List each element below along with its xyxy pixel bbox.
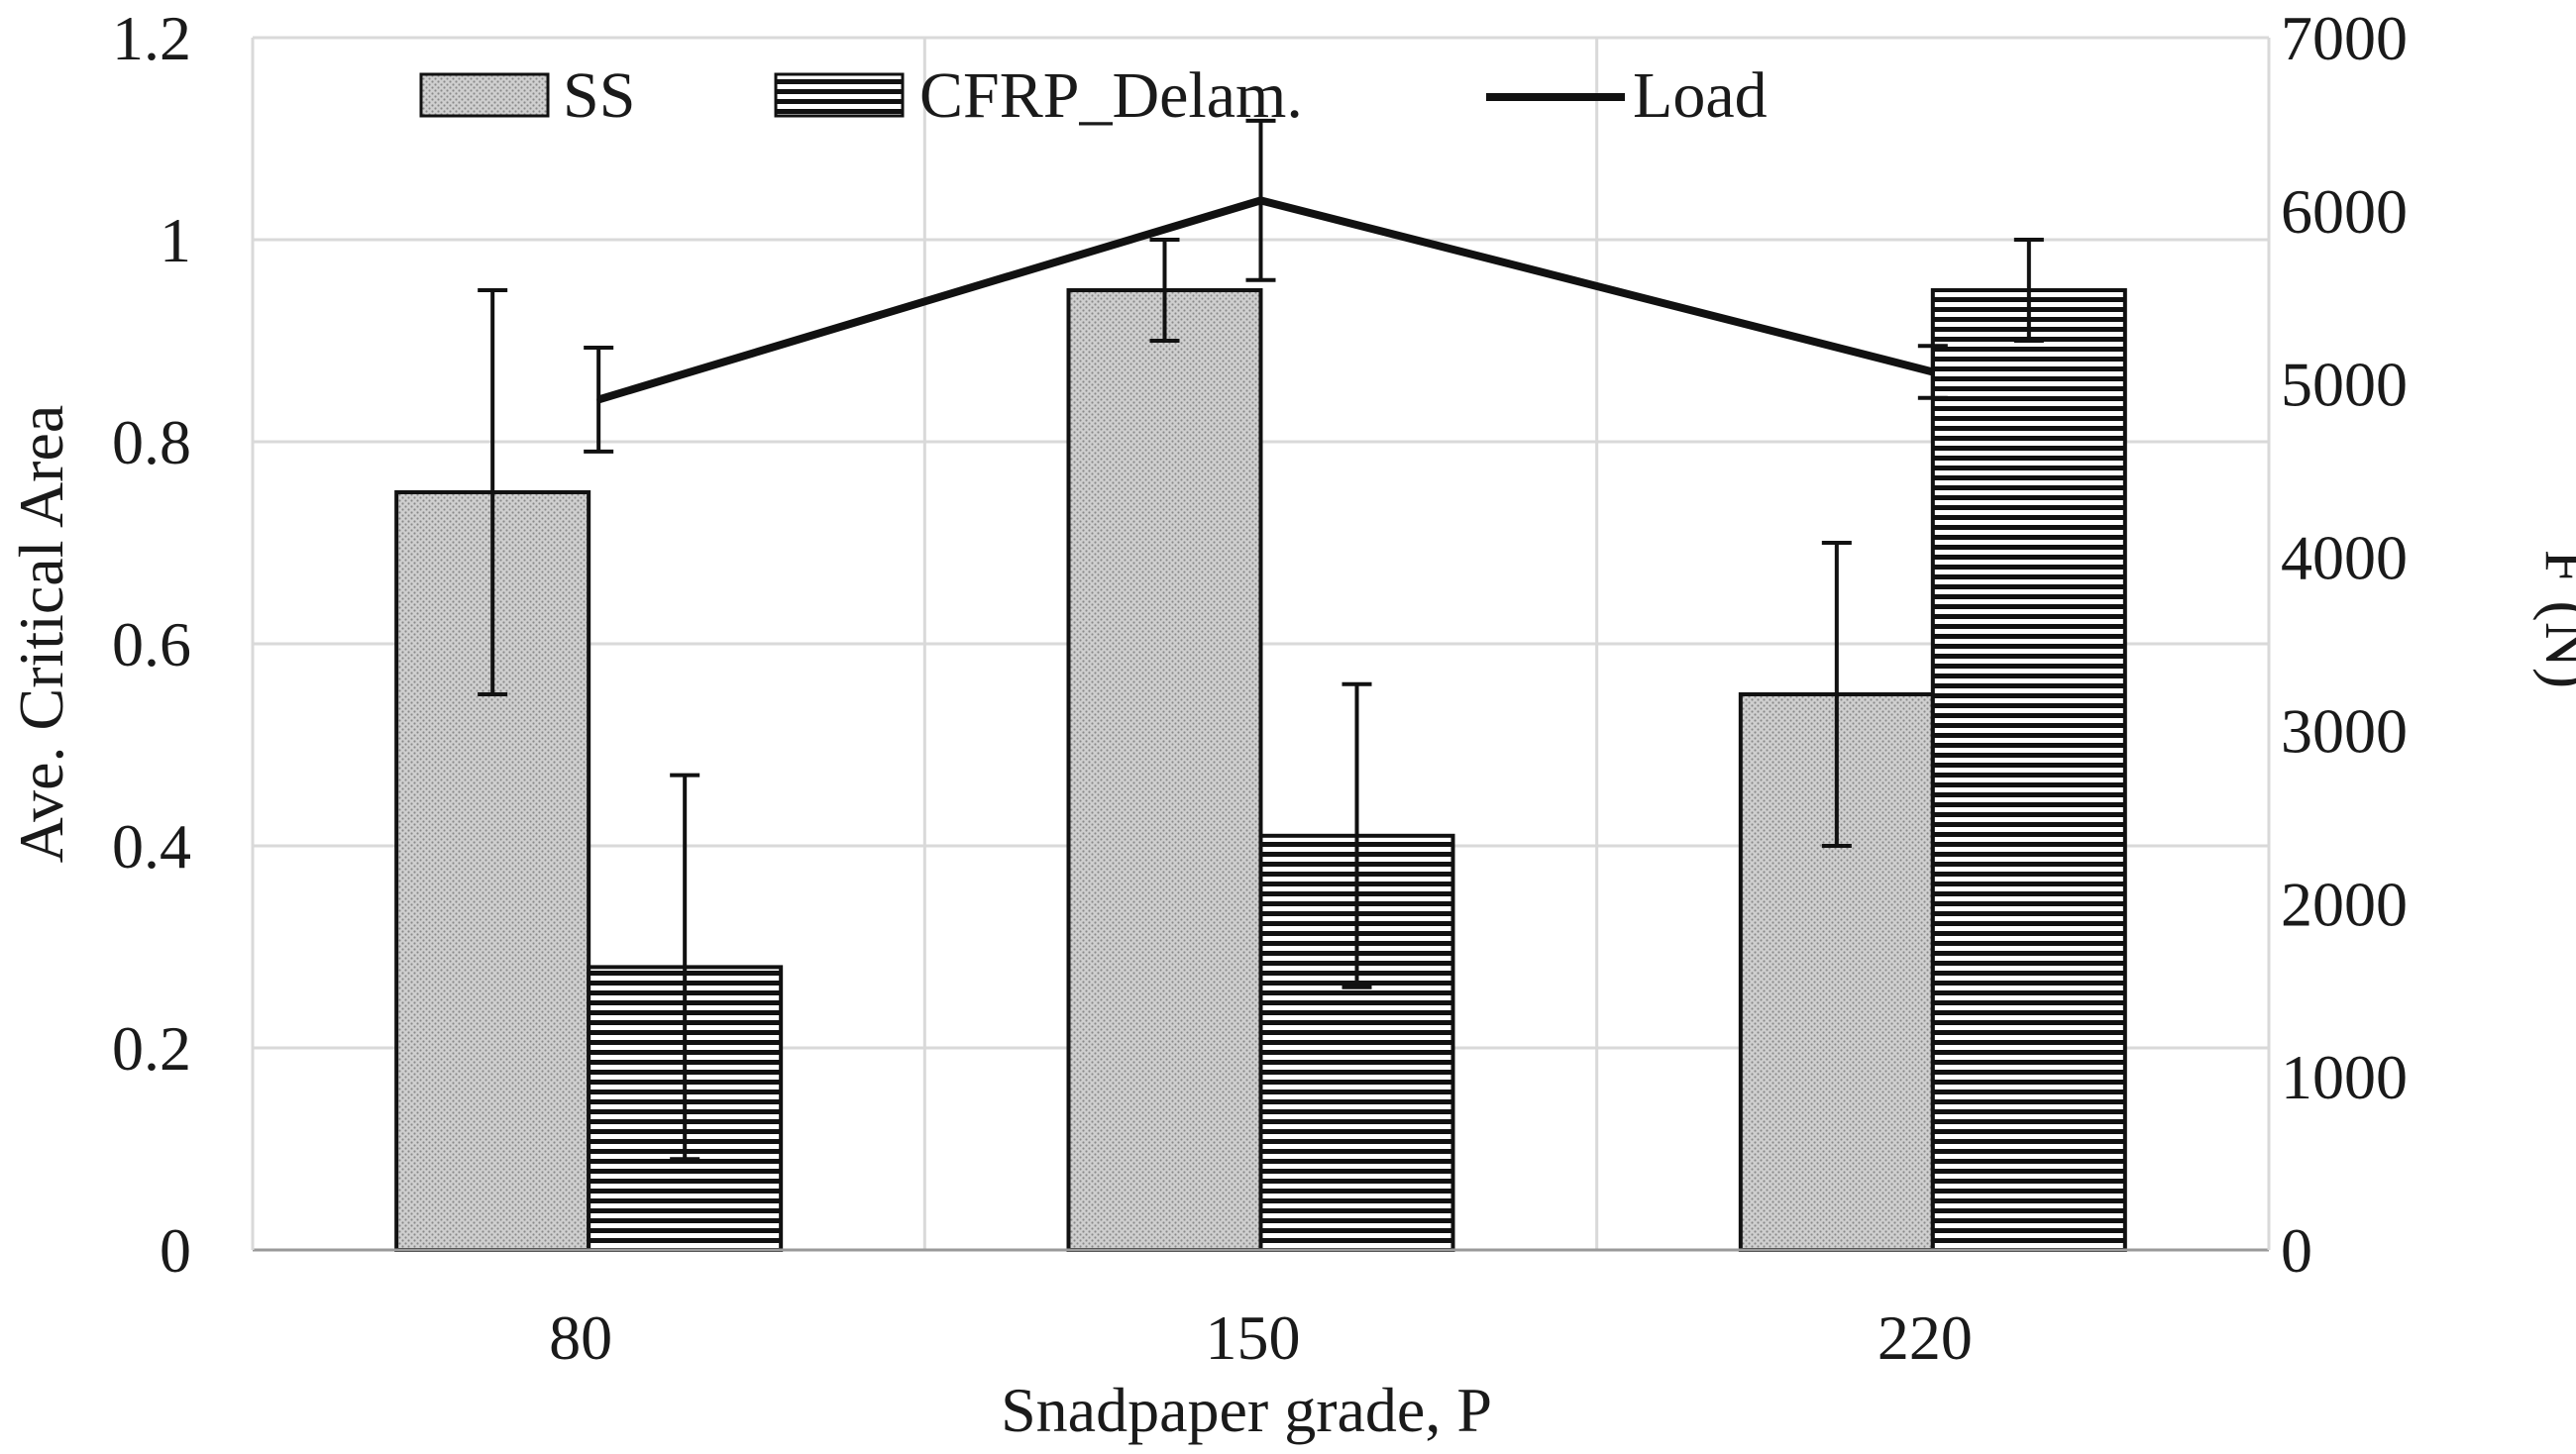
legend-label-load: Load bbox=[1633, 59, 1768, 132]
legend-label-cfrp: CFRP_Delam. bbox=[919, 59, 1303, 132]
x-tick-label-2: 220 bbox=[1878, 1302, 1973, 1373]
x-axis-title: Snadpaper grade, P bbox=[1001, 1375, 1492, 1445]
load-line-layer bbox=[596, 196, 1935, 404]
y2-tick-label-1: 1000 bbox=[2281, 1042, 2408, 1112]
bar-cfrp-delam--150 bbox=[1258, 833, 1455, 1252]
y2-tick-label-3: 3000 bbox=[2281, 695, 2408, 766]
bar-cfrp-delam--220 bbox=[1930, 288, 2127, 1252]
bar-ss-150 bbox=[1066, 288, 1263, 1252]
x-tick-label-1: 150 bbox=[1206, 1302, 1301, 1373]
axes bbox=[251, 36, 2271, 1252]
tick-labels: 0 0.2 0.4 0.6 0.8 1 1.2 0 1000 2000 3000 4000 5000 60… bbox=[112, 3, 2408, 1373]
y2-axis-title: F (N) bbox=[2532, 550, 2576, 688]
y-tick-label-3: 0.6 bbox=[112, 609, 191, 679]
y-tick-label-2: 0.4 bbox=[112, 811, 191, 882]
legend: SS CFRP_Delam. Load bbox=[419, 59, 1768, 132]
y-tick-label-0: 0 bbox=[160, 1215, 191, 1286]
y2-tick-label-5: 5000 bbox=[2281, 350, 2408, 420]
legend-swatch-ss bbox=[419, 72, 550, 118]
x-tick-label-0: 80 bbox=[549, 1302, 612, 1373]
legend-swatch-cfrp bbox=[774, 72, 905, 118]
y-axis-title: Ave. Critical Area bbox=[6, 405, 76, 864]
load-point-150 bbox=[1258, 198, 1263, 203]
y-tick-label-4: 0.8 bbox=[112, 407, 191, 477]
bars bbox=[394, 288, 2127, 1253]
y-tick-label-1: 0.2 bbox=[112, 1013, 191, 1084]
y2-tick-label-6: 6000 bbox=[2281, 176, 2408, 247]
y-tick-label-5: 1 bbox=[160, 205, 191, 275]
y2-tick-label-4: 4000 bbox=[2281, 523, 2408, 593]
y2-tick-label-0: 0 bbox=[2281, 1215, 2312, 1286]
load-point-220 bbox=[1930, 369, 1935, 374]
load-line bbox=[597, 196, 1934, 404]
y2-tick-label-2: 2000 bbox=[2281, 869, 2408, 939]
y2-tick-label-7: 7000 bbox=[2281, 3, 2408, 73]
load-point-80 bbox=[596, 397, 601, 402]
legend-label-ss: SS bbox=[563, 59, 635, 132]
y-tick-label-6: 1.2 bbox=[112, 3, 191, 73]
